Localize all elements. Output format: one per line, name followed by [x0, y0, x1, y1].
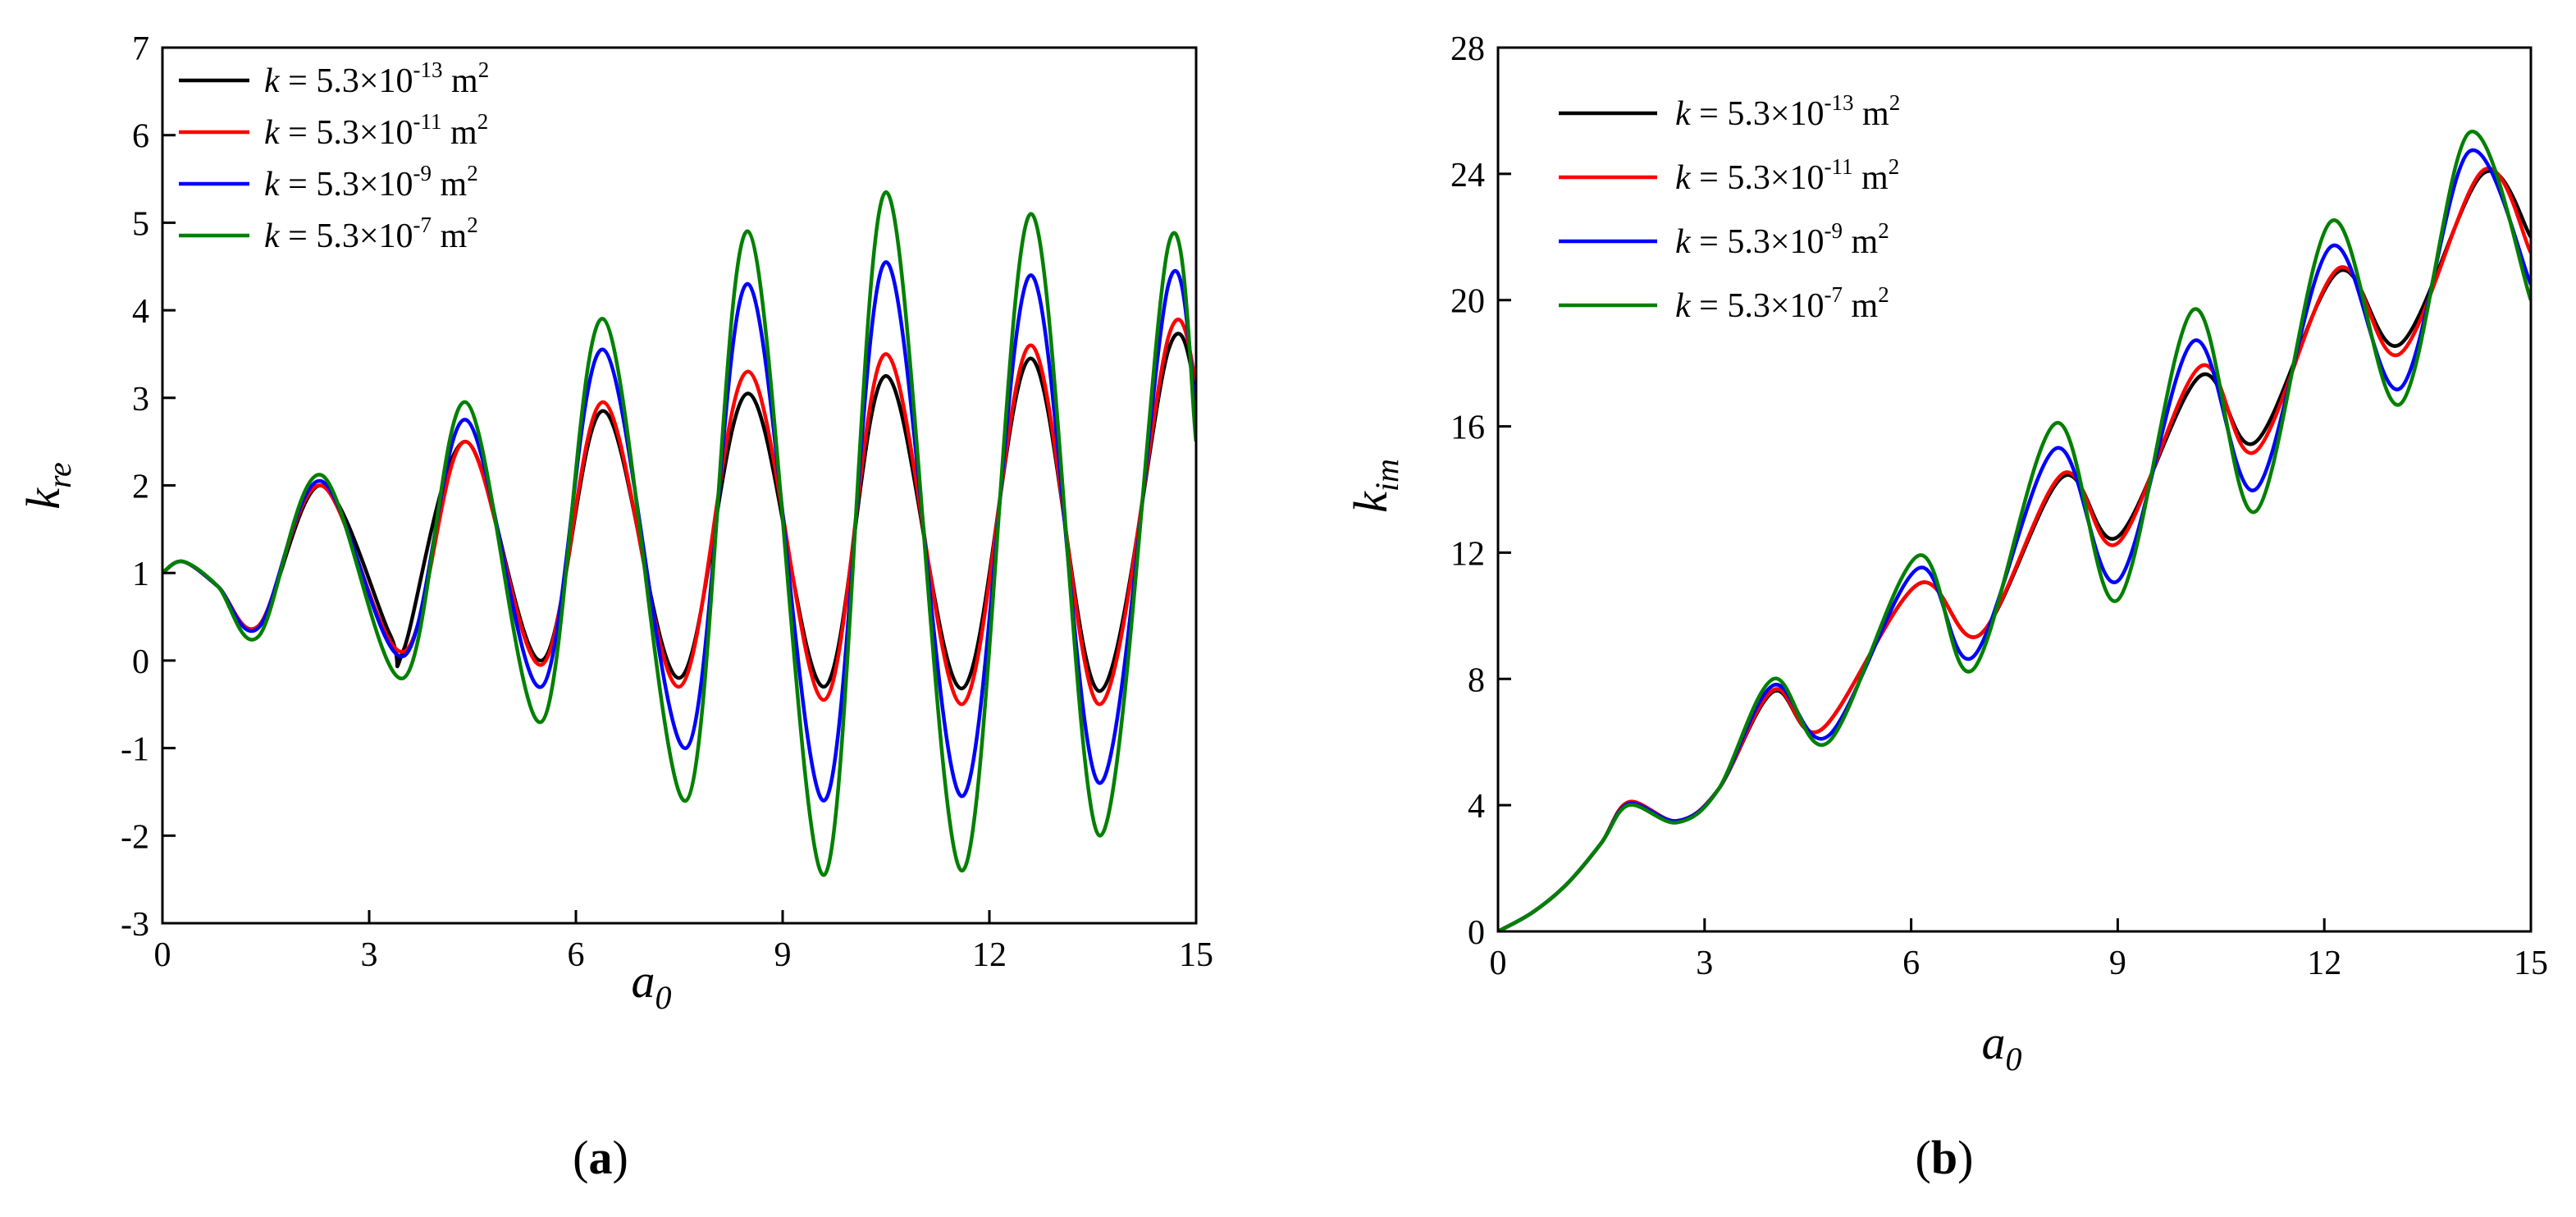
x-tick-label-b-4: 12: [2307, 945, 2341, 982]
x-tick-label-a-5: 15: [1179, 936, 1213, 974]
x-tick-label-b-5: 15: [2514, 945, 2548, 982]
x-tick-label-a-4: 12: [972, 936, 1007, 974]
panel-label-b: (b): [1916, 1131, 1974, 1184]
y-tick-label-b-1: 4: [1468, 788, 1485, 826]
legend-label-a-2: k = 5.3×10-9 m2: [264, 161, 478, 204]
y-tick-label-a-8: 5: [132, 205, 149, 243]
chart-b: 0 3 6 9 12 15 0 4 8 12 16 20 24 28 a0 kim k = 5.3×10-13 …: [1344, 30, 2548, 1077]
x-axis-label-b: a0: [1982, 1016, 2022, 1077]
legend-label-a-0: k = 5.3×10-13 m2: [264, 57, 489, 100]
y-axis-label-a: kre: [16, 462, 78, 510]
legend-label-b-1: k = 5.3×10-11 m2: [1675, 154, 1899, 197]
y-tick-label-b-7: 28: [1450, 30, 1485, 68]
legend-label-b-2: k = 5.3×10-9 m2: [1675, 218, 1889, 261]
legend-label-a-1: k = 5.3×10-11 m2: [264, 109, 488, 152]
y-tick-label-a-4: 1: [132, 556, 149, 593]
y-tick-label-b-4: 16: [1450, 409, 1485, 447]
y-tick-label-b-3: 12: [1450, 535, 1485, 573]
y-tick-label-b-6: 24: [1450, 157, 1485, 194]
legend-label-a-3: k = 5.3×10-7 m2: [264, 213, 478, 255]
y-tick-label-a-1: -2: [121, 818, 149, 856]
y-tick-label-b-5: 20: [1450, 283, 1485, 321]
legend-label-b-0: k = 5.3×10-13 m2: [1675, 90, 1900, 133]
x-tick-label-a-1: 3: [361, 936, 378, 974]
x-tick-label-a-0: 0: [154, 936, 171, 974]
x-tick-label-b-3: 9: [2109, 945, 2126, 982]
x-tick-label-a-3: 9: [774, 936, 792, 974]
y-tick-label-a-6: 3: [132, 381, 149, 419]
legend-label-b-3: k = 5.3×10-7 m2: [1675, 282, 1889, 325]
plot-frame-b: [1496, 46, 2533, 933]
y-tick-label-a-9: 6: [132, 118, 149, 156]
y-axis-label-b: kim: [1344, 459, 1405, 513]
x-tick-label-b-1: 3: [1696, 945, 1713, 982]
series-line-a-3: [162, 190, 1196, 877]
x-tick-label-a-2: 6: [568, 936, 585, 974]
y-tick-label-a-10: 7: [132, 30, 149, 68]
y-tick-label-a-7: 4: [132, 293, 149, 331]
series-line-b-3: [1498, 130, 2531, 931]
x-tick-label-b-2: 6: [1902, 945, 1920, 982]
y-tick-label-b-0: 0: [1468, 914, 1485, 952]
x-axis-label-a: a0: [632, 954, 672, 1016]
y-tick-label-a-2: -1: [121, 731, 149, 769]
panel-label-a: (a): [573, 1131, 628, 1184]
y-tick-label-b-2: 8: [1468, 661, 1485, 699]
y-tick-label-a-0: -3: [121, 906, 149, 944]
series-line-a-2: [162, 260, 1196, 803]
y-tick-label-a-5: 2: [132, 469, 149, 506]
y-tick-label-a-3: 0: [132, 643, 149, 681]
series-line-a-0: [162, 332, 1196, 693]
x-tick-label-b-0: 0: [1490, 945, 1507, 982]
